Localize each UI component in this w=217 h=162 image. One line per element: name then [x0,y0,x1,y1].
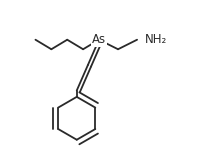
Text: NH₂: NH₂ [145,33,167,46]
Text: As: As [92,33,106,46]
